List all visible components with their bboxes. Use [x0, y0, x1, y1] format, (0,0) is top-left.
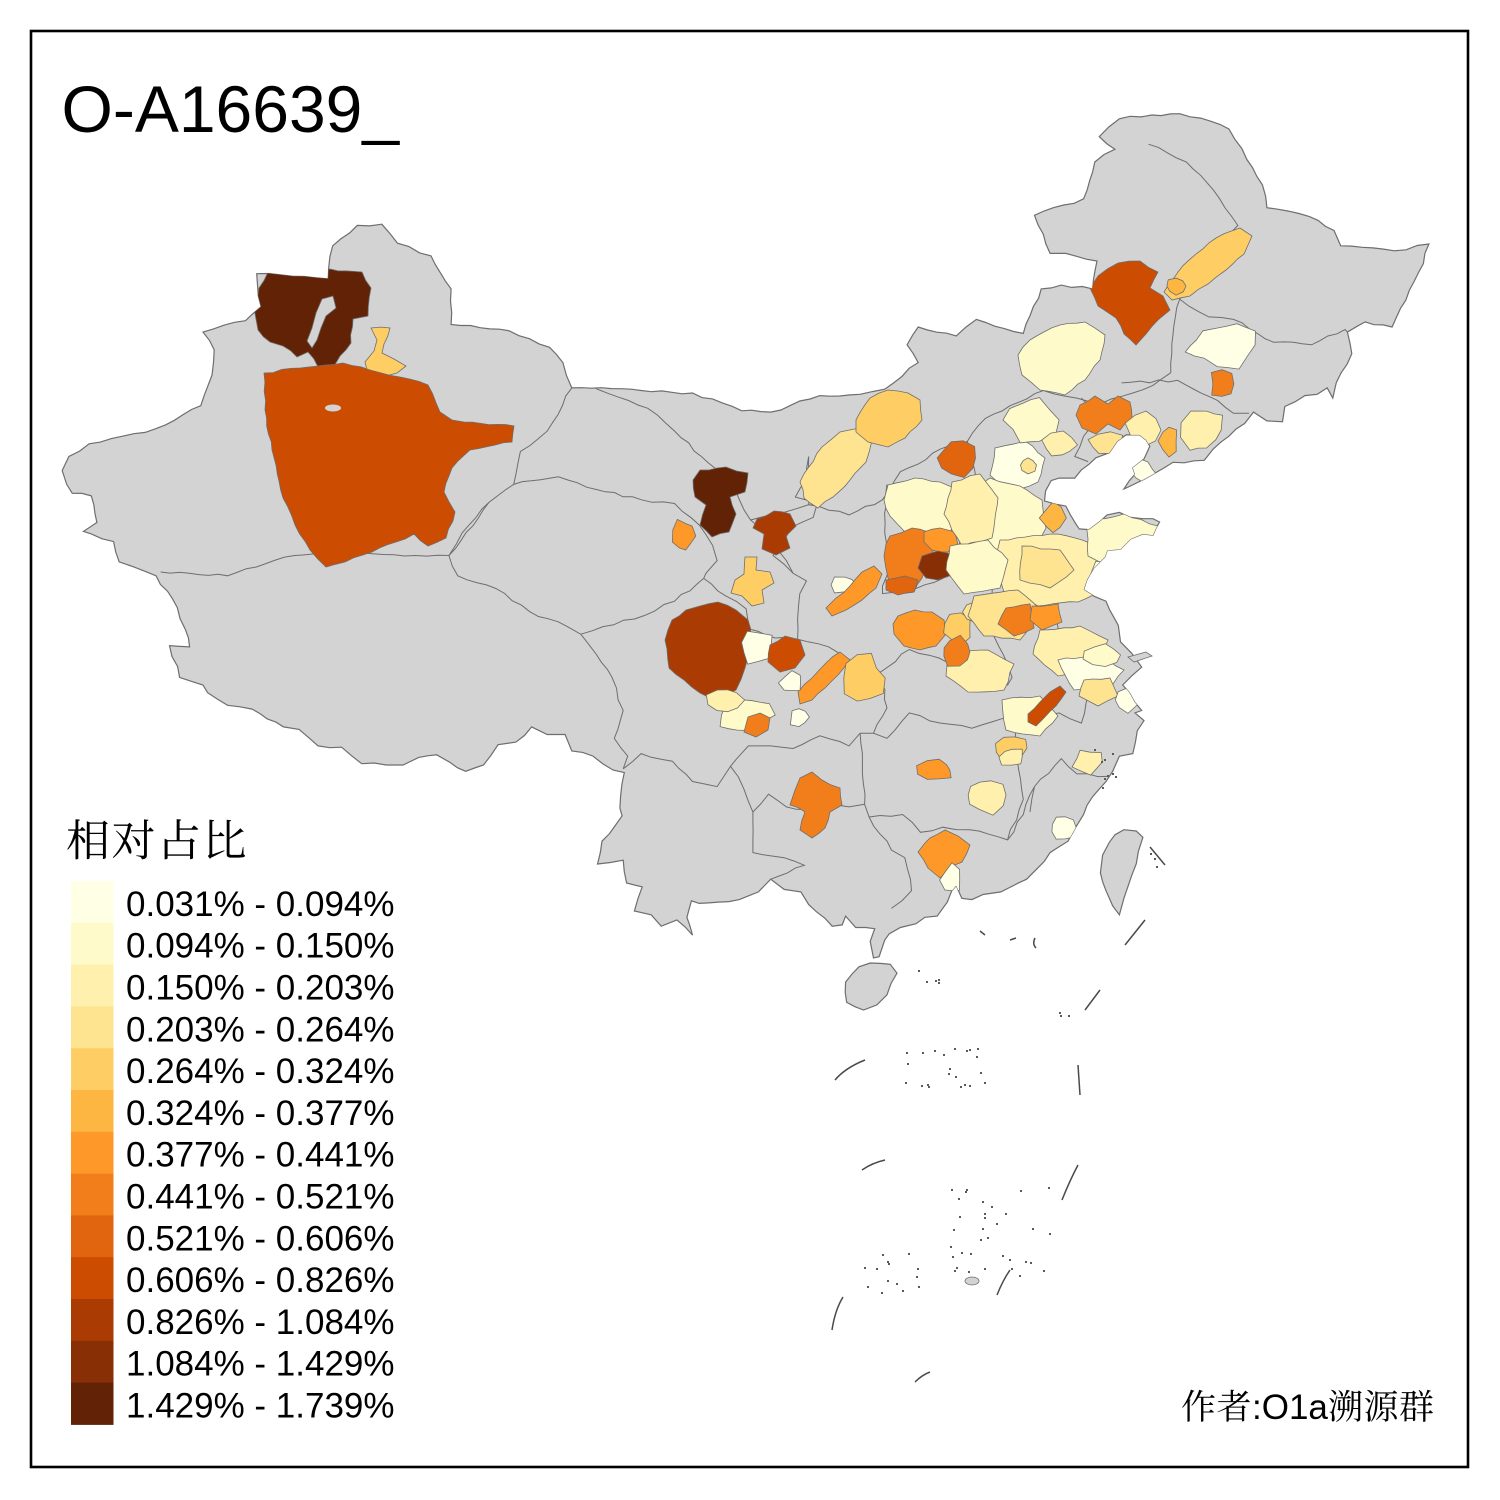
- svg-text:0.377% - 0.441%: 0.377% - 0.441%: [126, 1136, 395, 1175]
- svg-text:0.264% - 0.324%: 0.264% - 0.324%: [126, 1052, 395, 1091]
- svg-text:0.441% - 0.521%: 0.441% - 0.521%: [126, 1178, 395, 1217]
- svg-text:O-A16639_: O-A16639_: [62, 72, 401, 146]
- svg-text:0.606% - 0.826%: 0.606% - 0.826%: [126, 1261, 395, 1300]
- svg-text:0.826% - 1.084%: 0.826% - 1.084%: [126, 1303, 395, 1342]
- svg-text:0.324% - 0.377%: 0.324% - 0.377%: [126, 1094, 395, 1133]
- svg-text:0.094% - 0.150%: 0.094% - 0.150%: [126, 927, 395, 966]
- svg-text:0.150% - 0.203%: 0.150% - 0.203%: [126, 969, 395, 1008]
- svg-text:1.429% - 1.739%: 1.429% - 1.739%: [126, 1387, 395, 1426]
- svg-text:0.203% - 0.264%: 0.203% - 0.264%: [126, 1010, 395, 1049]
- svg-text:1.084% - 1.429%: 1.084% - 1.429%: [126, 1345, 395, 1384]
- svg-text::O1a: :O1a: [1252, 1388, 1328, 1427]
- svg-text:0.521% - 0.606%: 0.521% - 0.606%: [126, 1219, 395, 1258]
- svg-text:0.031% - 0.094%: 0.031% - 0.094%: [126, 885, 395, 924]
